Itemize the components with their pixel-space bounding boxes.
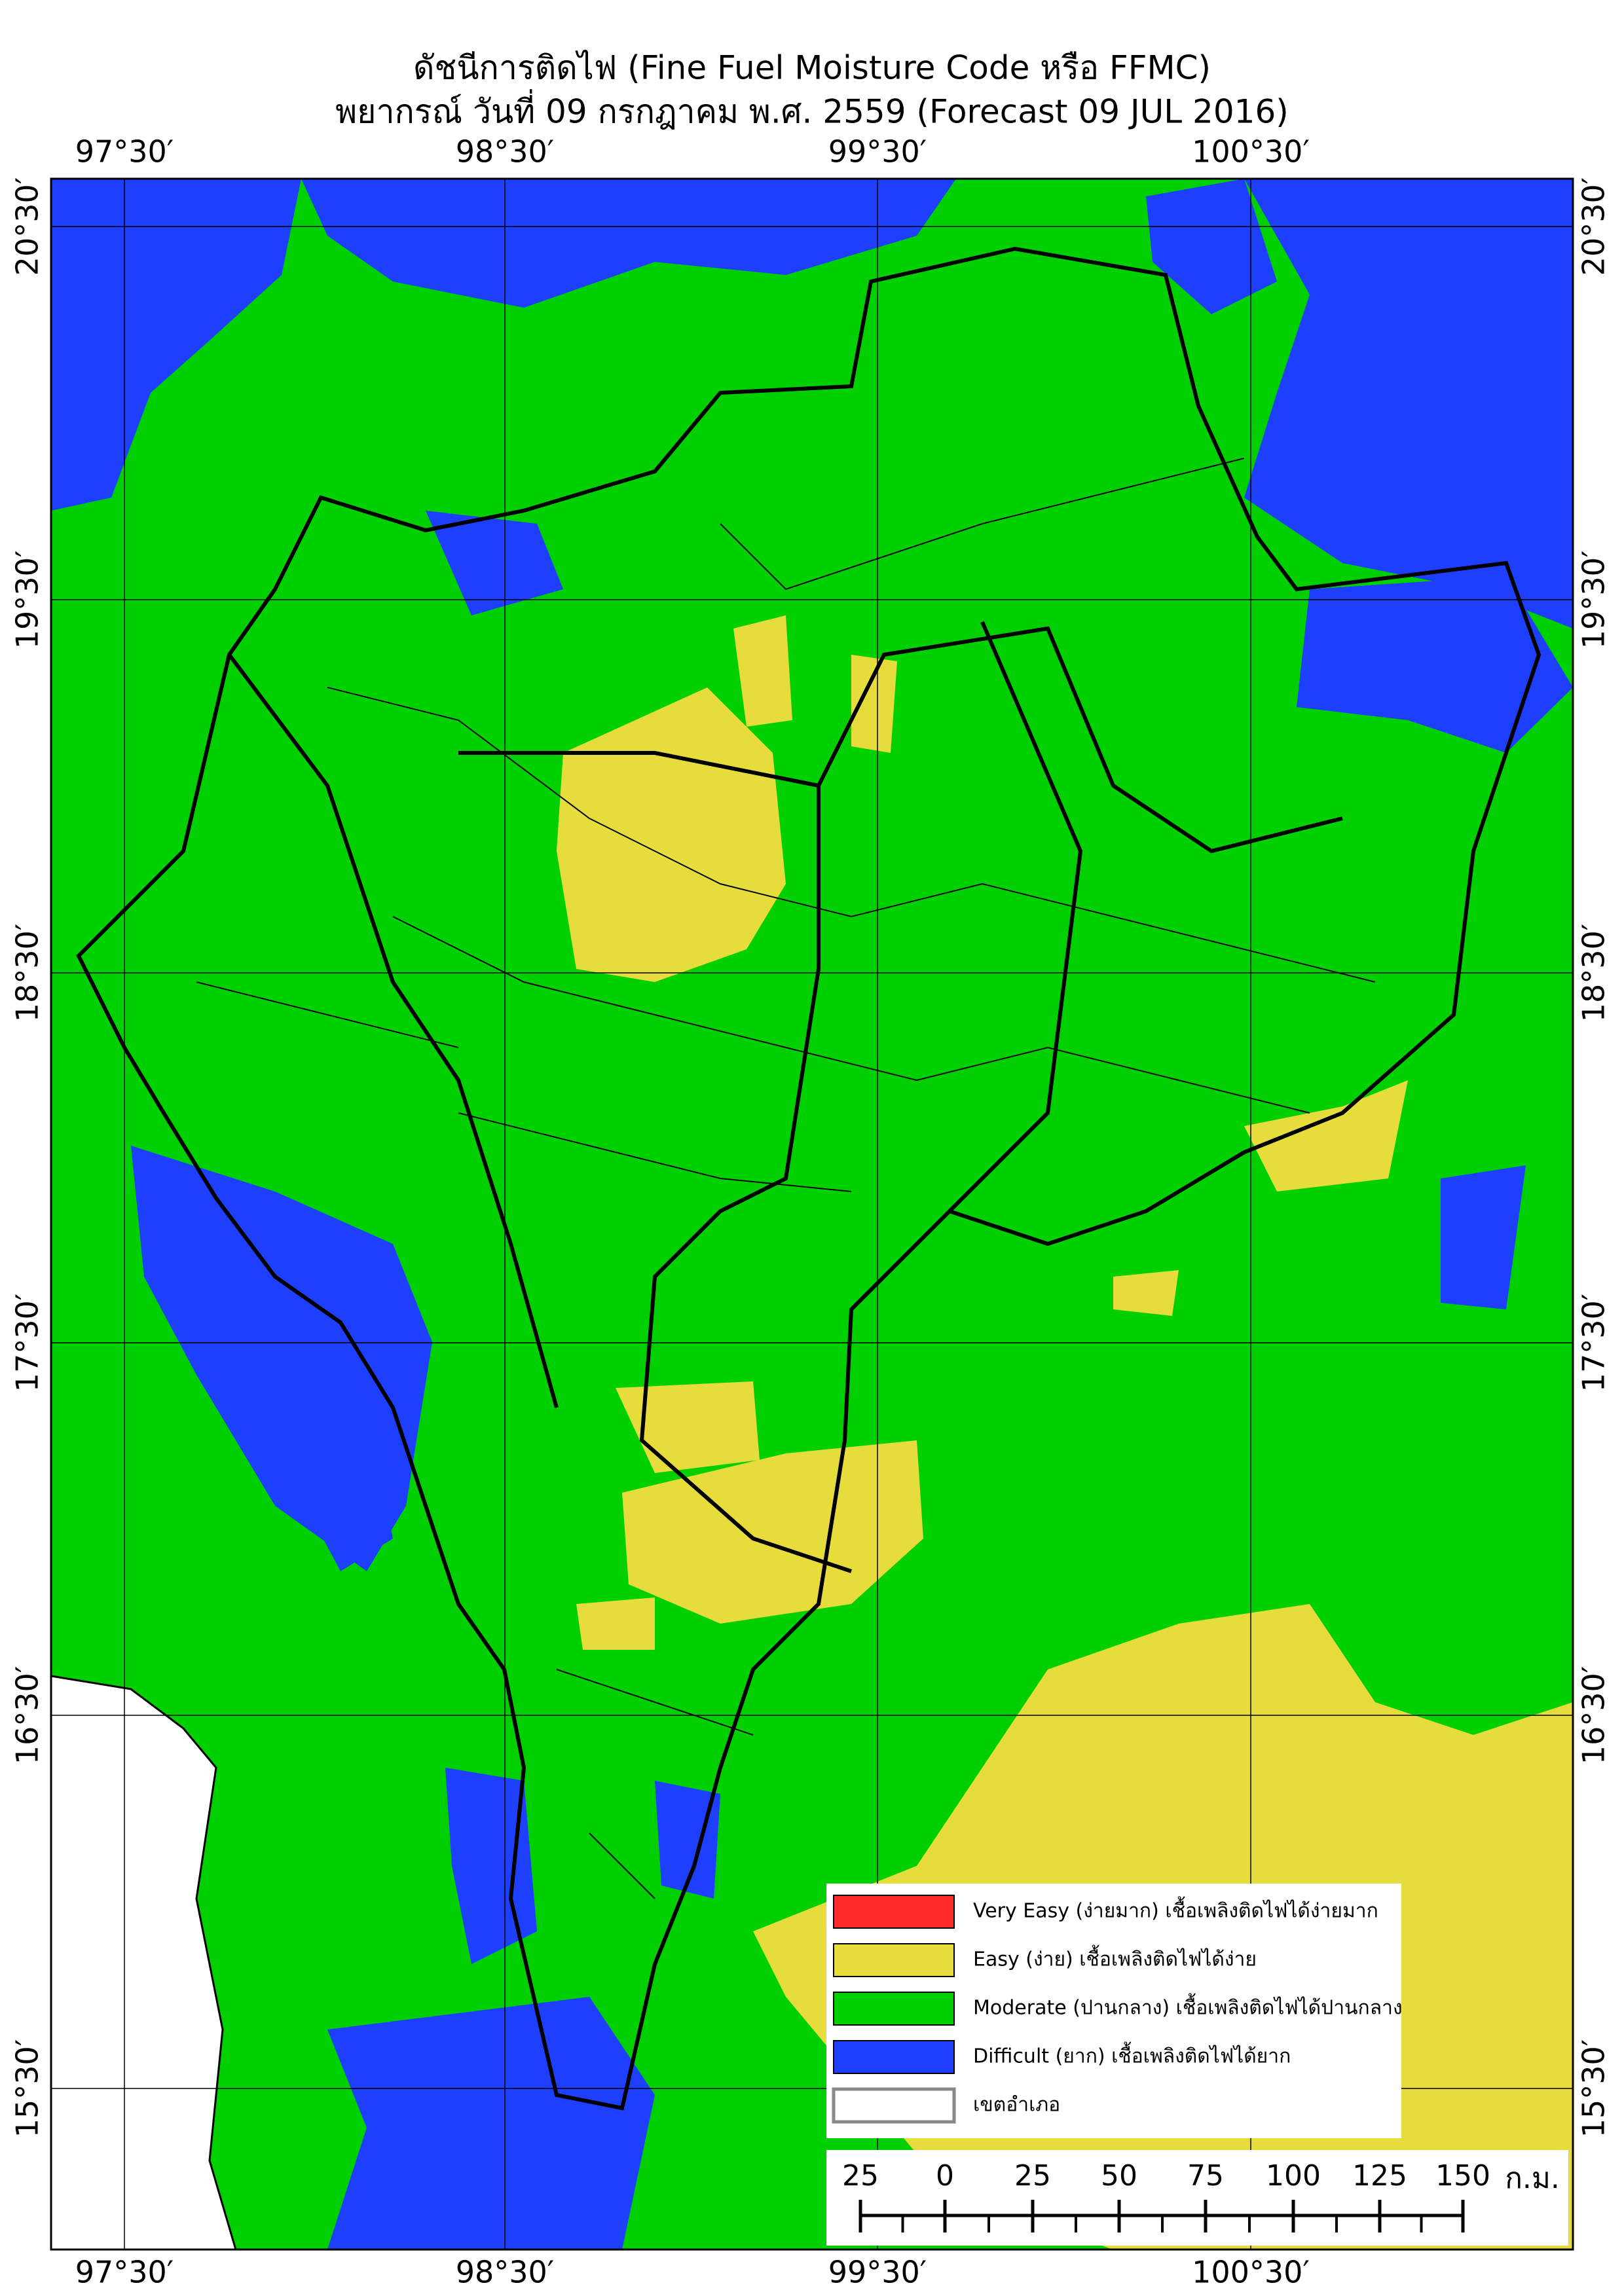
scale-label: 125 bbox=[1352, 2159, 1407, 2193]
scale-label: 150 bbox=[1435, 2159, 1490, 2193]
lon-label-bottom: 100°30′ bbox=[1192, 2255, 1310, 2290]
boundaries bbox=[76, 246, 1541, 2111]
lat-label-left: 18°30′ bbox=[10, 924, 45, 1023]
legend-swatch bbox=[833, 1992, 955, 2026]
legend: Very Easy (ง่ายมาก) เชื้อเพลิงติดไฟได้ง่… bbox=[832, 1895, 1403, 2124]
legend-label: Difficult (ยาก) เชื้อเพลิงติดไฟได้ยาก bbox=[973, 2042, 1291, 2068]
lon-label-bottom: 98°30′ bbox=[456, 2255, 555, 2290]
lon-label-top: 98°30′ bbox=[456, 134, 555, 170]
scale-label: 100 bbox=[1266, 2159, 1321, 2193]
legend-label: Very Easy (ง่ายมาก) เชื้อเพลิงติดไฟได้ง่… bbox=[973, 1897, 1378, 1923]
lat-label-left: 15°30′ bbox=[10, 2039, 45, 2138]
axis-labels: 97°30′ 97°30′ 98°30′ 98°30′ 99°30′ 99°30′ 100°… bbox=[10, 134, 1612, 2290]
legend-swatch bbox=[833, 2040, 955, 2074]
lon-label-top: 97°30′ bbox=[75, 134, 174, 170]
lat-label-left: 19°30′ bbox=[10, 551, 45, 649]
sea bbox=[51, 1675, 237, 2250]
scale-label: 25 bbox=[1014, 2159, 1051, 2193]
scale-label: 50 bbox=[1101, 2159, 1137, 2193]
legend-swatch bbox=[832, 2087, 956, 2124]
lat-label-right: 20°30′ bbox=[1576, 177, 1612, 276]
legend-swatch bbox=[833, 1943, 955, 1977]
legend-swatch bbox=[833, 1895, 955, 1929]
lon-label-bottom: 97°30′ bbox=[75, 2255, 174, 2290]
lat-label-right: 17°30′ bbox=[1576, 1294, 1612, 1393]
lat-label-left: 17°30′ bbox=[10, 1294, 45, 1393]
scale-label: 25 bbox=[842, 2159, 879, 2193]
lat-label-left: 20°30′ bbox=[10, 177, 45, 276]
map-frame bbox=[50, 177, 1574, 2251]
lat-label-right: 16°30′ bbox=[1576, 1666, 1612, 1765]
legend-label: Moderate (ปานกลาง) เชื้อเพลิงติดไฟได้ปาน… bbox=[973, 1994, 1403, 2020]
subtitle: พยากรณ์ วันที่ 09 กรกฎาคม พ.ศ. 2559 (For… bbox=[335, 90, 1289, 131]
scale-label: 75 bbox=[1187, 2159, 1224, 2193]
map bbox=[51, 179, 1573, 2250]
lat-label-right: 19°30′ bbox=[1576, 551, 1612, 649]
lat-label-right: 18°30′ bbox=[1576, 924, 1612, 1023]
scale-bar: 25 0 25 50 75 100 125 150 ก.ม. bbox=[842, 2159, 1560, 2232]
lon-label-top: 100°30′ bbox=[1192, 134, 1310, 170]
lat-label-left: 16°30′ bbox=[10, 1666, 45, 1765]
scale-unit: ก.ม. bbox=[1505, 2162, 1560, 2195]
legend-label: Easy (ง่าย) เชื้อเพลิงติดไฟได้ง่าย bbox=[973, 1945, 1257, 1971]
legend-label: เขตอำเภอ bbox=[973, 2094, 1060, 2117]
lat-label-right: 15°30′ bbox=[1576, 2039, 1612, 2138]
lon-label-bottom: 99°30′ bbox=[828, 2255, 927, 2290]
lon-label-top: 99°30′ bbox=[828, 134, 927, 170]
scale-box bbox=[826, 2150, 1568, 2246]
difficult-areas bbox=[51, 179, 1573, 2250]
graticule bbox=[51, 179, 1573, 2250]
title: ดัชนีการติดไฟ (Fine Fuel Moisture Code ห… bbox=[413, 49, 1211, 87]
scale-label: 0 bbox=[936, 2159, 954, 2193]
